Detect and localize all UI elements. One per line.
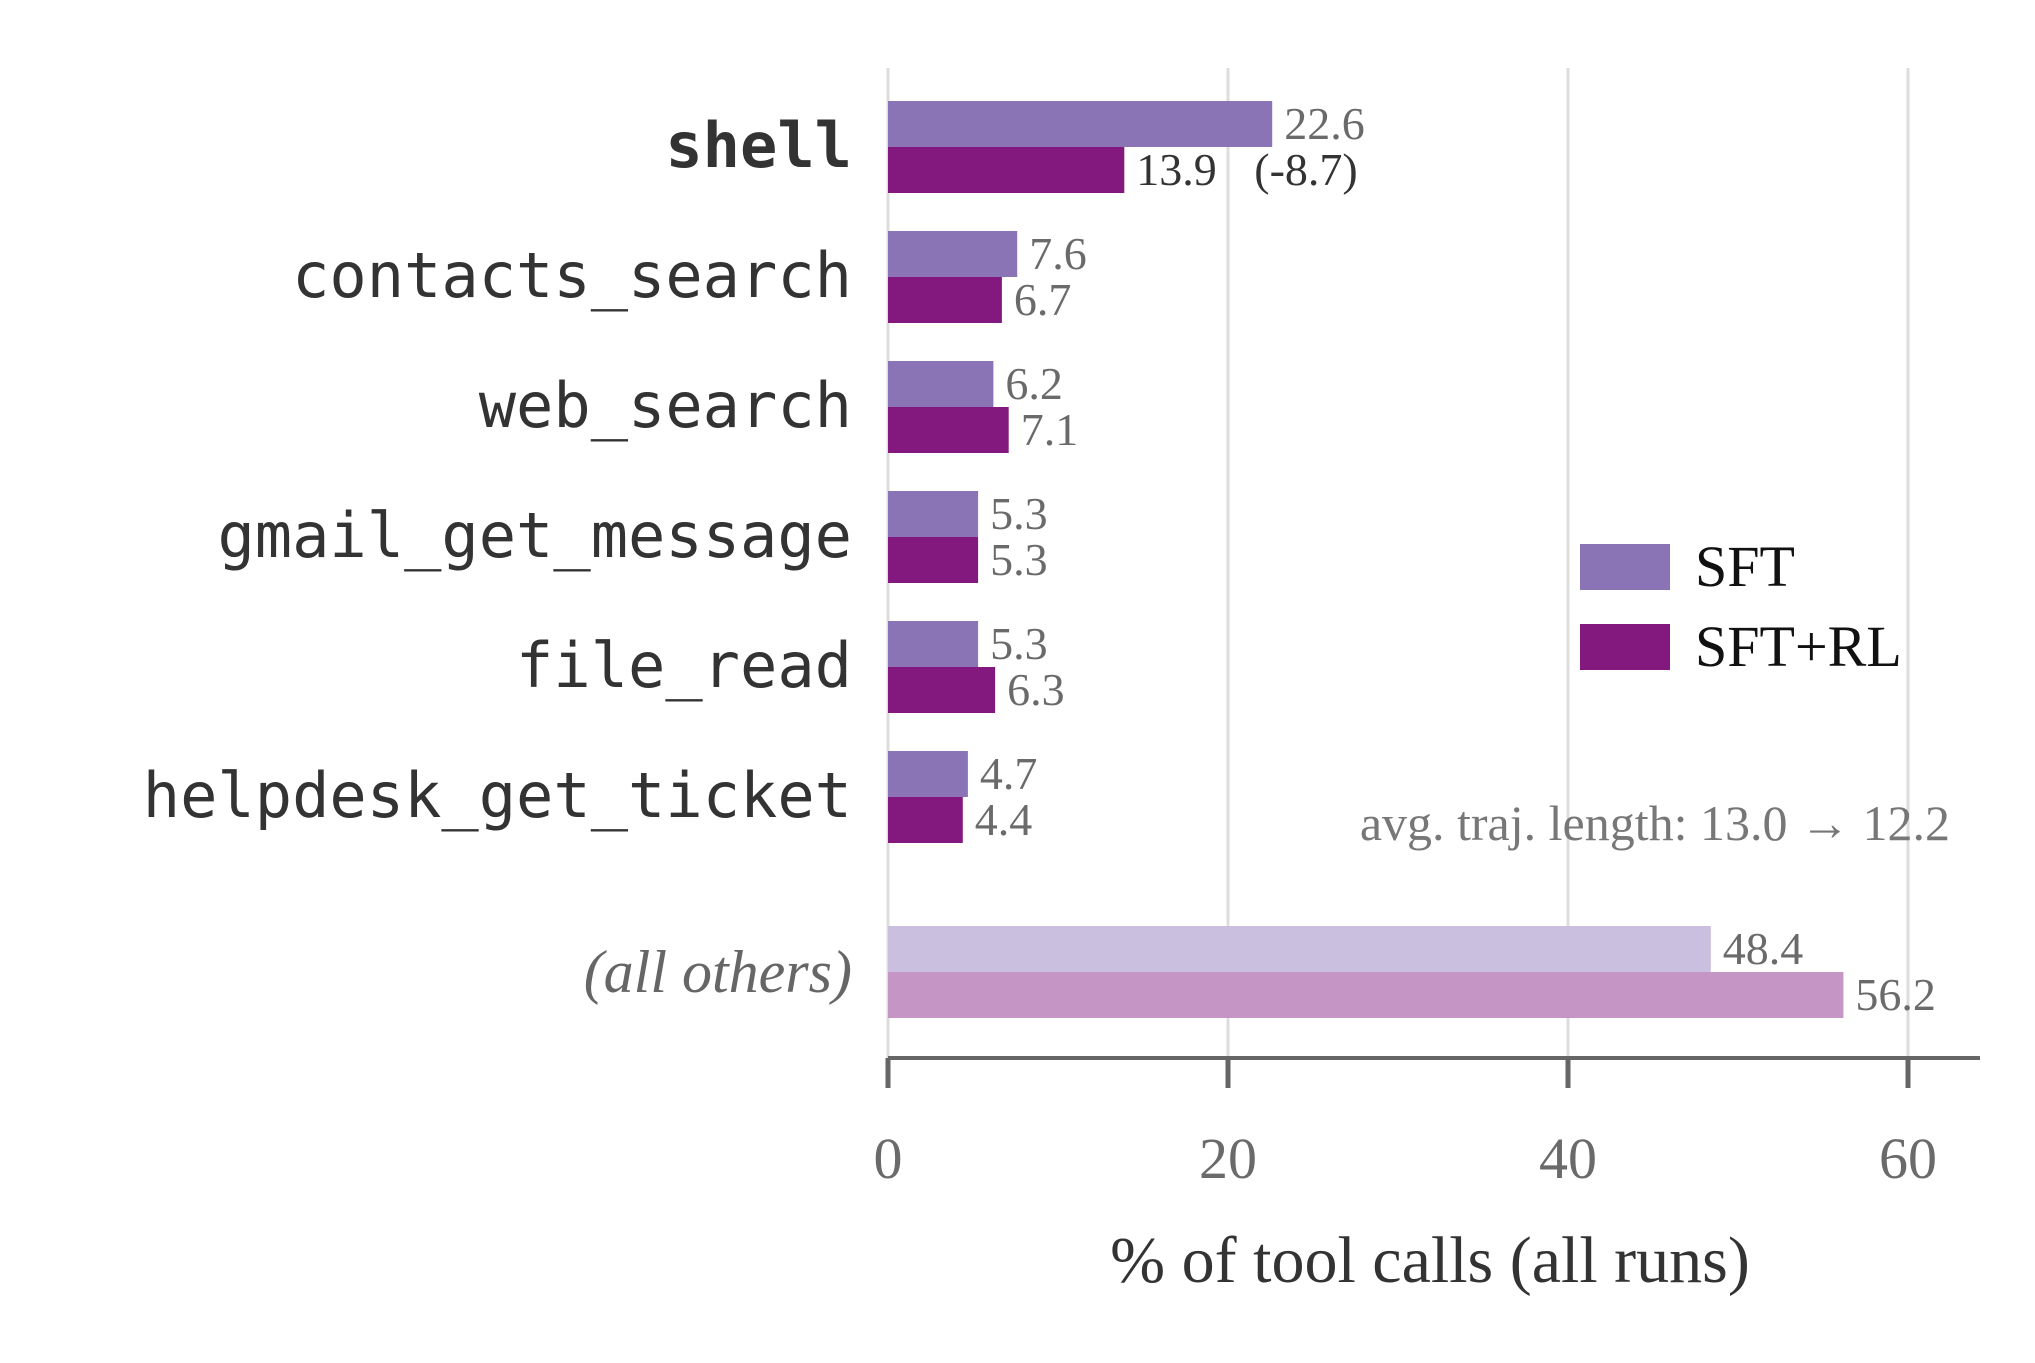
value-label-sft-rl-file-read: 6.3 [1007, 664, 1065, 715]
x-axis: 0 20 40 60 [874, 1056, 1980, 1191]
legend-label-sft-rl: SFT+RL [1695, 614, 1902, 679]
category-label-contacts-search: contacts_search [292, 239, 852, 312]
bar-sft-web-search [888, 361, 994, 407]
category-label-gmail-get-message: gmail_get_message [217, 499, 852, 572]
value-label-sft-helpdesk-get-ticket: 4.7 [980, 748, 1038, 799]
shell-delta-label: (-8.7) [1254, 144, 1357, 195]
bar-sft-gmail-get-message [888, 491, 979, 537]
legend-label-sft: SFT [1695, 534, 1795, 599]
legend-swatch-sft-rl [1580, 624, 1670, 670]
value-label-sft-contacts-search: 7.6 [1029, 228, 1087, 279]
x-tick-label-40: 40 [1539, 1126, 1597, 1191]
value-label-sft-all-others: 48.4 [1723, 923, 1804, 974]
bar-sft-file-read [888, 621, 979, 667]
category-label-file-read: file_read [516, 629, 852, 702]
value-label-sft-web-search: 6.2 [1005, 358, 1063, 409]
labels-layer: shell contacts_search web_search gmail_get_… [143, 98, 1936, 1020]
category-label-helpdesk-get-ticket: helpdesk_get_ticket [143, 759, 852, 832]
category-label-all-others: (all others) [584, 939, 852, 1005]
bar-sft-shell [888, 101, 1273, 147]
bar-sft-rl-helpdesk-get-ticket [888, 797, 963, 843]
value-label-sft-rl-helpdesk-get-ticket: 4.4 [975, 794, 1033, 845]
trajectory-length-annotation: avg. traj. length: 13.0 → 12.2 [1360, 795, 1950, 851]
bar-sft-rl-file-read [888, 667, 996, 713]
value-label-sft-rl-gmail-get-message: 5.3 [990, 534, 1048, 585]
value-label-sft-rl-contacts-search: 6.7 [1014, 274, 1072, 325]
x-tick-label-0: 0 [874, 1126, 903, 1191]
category-label-web-search: web_search [479, 369, 852, 442]
x-axis-title: % of tool calls (all runs) [1110, 1224, 1750, 1297]
bar-sft-rl-contacts-search [888, 277, 1002, 323]
value-label-sft-gmail-get-message: 5.3 [990, 488, 1048, 539]
legend-swatch-sft [1580, 544, 1670, 590]
bar-sft-rl-shell [888, 147, 1125, 193]
bar-sft-rl-gmail-get-message [888, 537, 979, 583]
bar-sft-all-others [888, 926, 1711, 972]
bars-layer [888, 101, 1844, 1018]
value-label-sft-rl-shell: 13.9 [1136, 144, 1217, 195]
legend: SFT SFT+RL [1580, 534, 1902, 679]
bar-sft-helpdesk-get-ticket [888, 751, 968, 797]
bar-sft-contacts-search [888, 231, 1018, 277]
x-tick-label-20: 20 [1199, 1126, 1257, 1191]
bar-sft-rl-all-others [888, 972, 1844, 1018]
value-label-sft-file-read: 5.3 [990, 618, 1048, 669]
category-label-shell: shell [665, 109, 852, 182]
value-label-sft-rl-web-search: 7.1 [1021, 404, 1078, 455]
value-label-sft-rl-all-others: 56.2 [1855, 969, 1936, 1020]
value-label-sft-shell: 22.6 [1284, 98, 1365, 149]
bar-sft-rl-web-search [888, 407, 1009, 453]
x-tick-label-60: 60 [1879, 1126, 1937, 1191]
